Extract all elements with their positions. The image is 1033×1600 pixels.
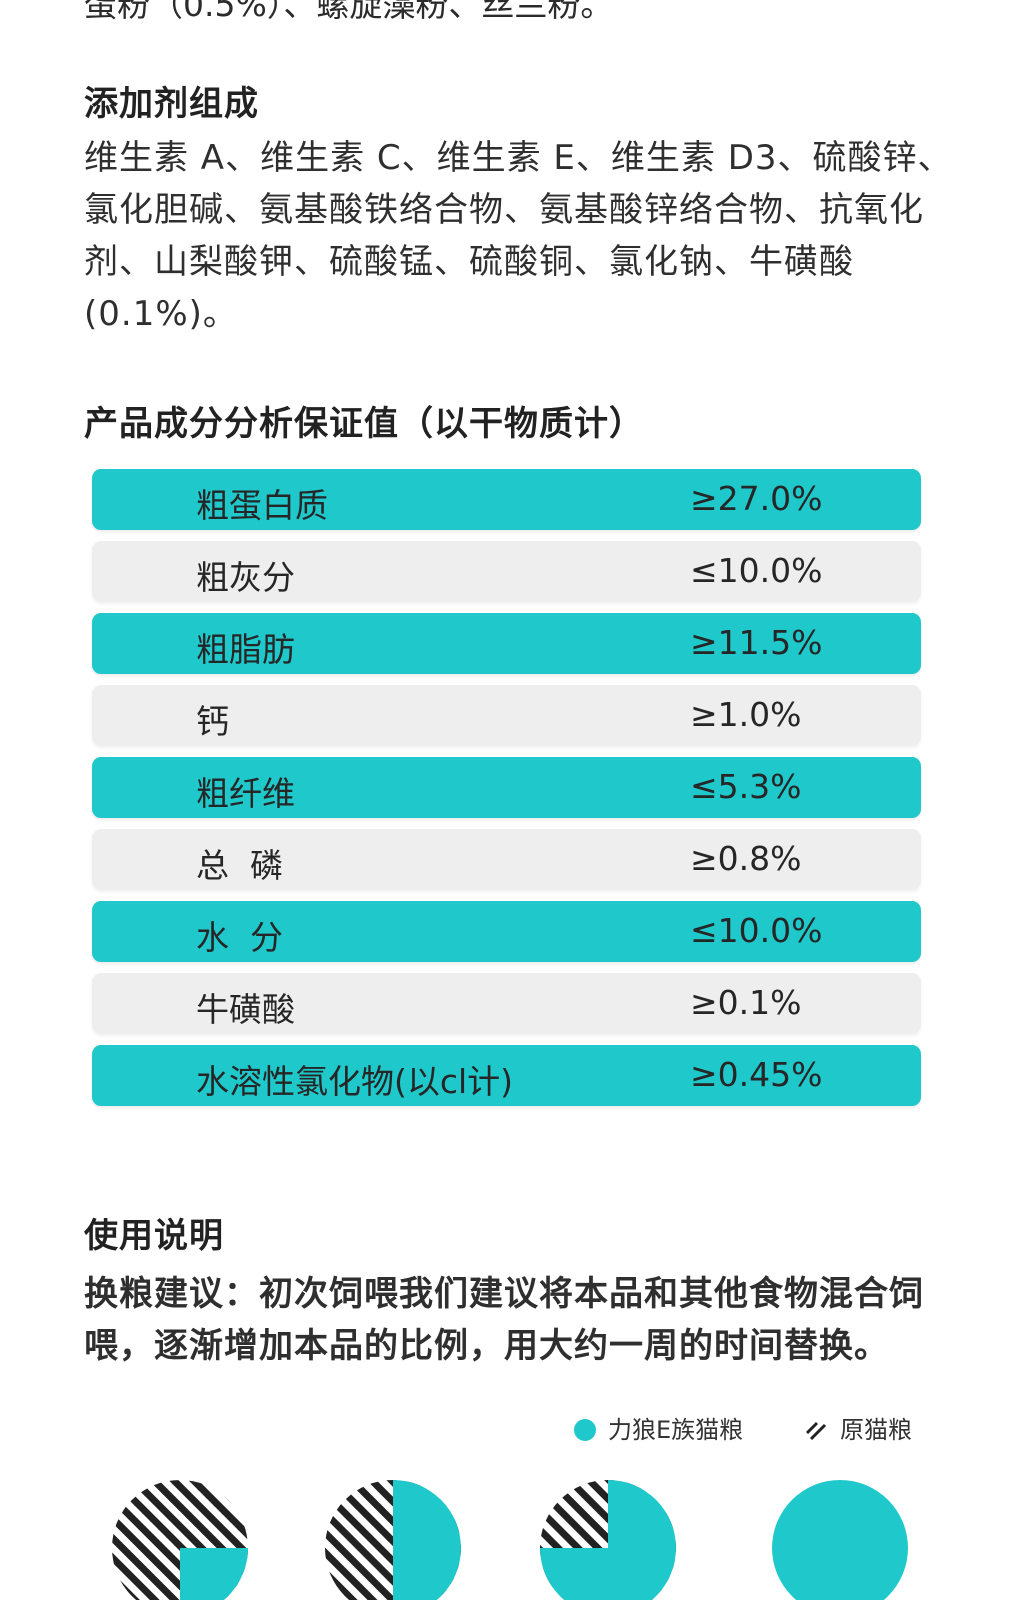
hatch-swatch-icon bbox=[805, 1421, 827, 1441]
pie-new-food-slice bbox=[393, 1480, 461, 1600]
usage-heading: 使用说明 bbox=[84, 1216, 224, 1256]
pie-new-food-slice bbox=[540, 1480, 676, 1600]
teal-dot-icon bbox=[574, 1419, 596, 1441]
nutrient-name: 水溶性氯化物(以cl计) bbox=[196, 1062, 514, 1101]
nutrient-value: ≥11.5% bbox=[690, 623, 823, 662]
legend-old-food-label: 原猫粮 bbox=[840, 1416, 912, 1444]
nutrient-name: 牛磺酸 bbox=[196, 990, 295, 1029]
nutrient-value: ≥0.45% bbox=[690, 1055, 823, 1094]
table-row: 粗蛋白质 ≥27.0% bbox=[92, 469, 921, 530]
nutrient-name: 钙 bbox=[196, 702, 229, 741]
nutrient-value: ≥27.0% bbox=[690, 479, 823, 518]
legend-old-food: 原猫粮 bbox=[804, 1410, 912, 1445]
usage-text: 换粮建议：初次饲喂我们建议将本品和其他食物混合饲喂，逐渐增加本品的比例，用大约一… bbox=[84, 1274, 924, 1366]
nutrient-value: ≥1.0% bbox=[690, 695, 802, 734]
additives-heading: 添加剂组成 bbox=[84, 84, 259, 124]
nutrient-value: ≥0.8% bbox=[690, 839, 802, 878]
table-row: 牛磺酸 ≥0.1% bbox=[92, 973, 921, 1034]
nutrient-value: ≤5.3% bbox=[690, 767, 802, 806]
nutrient-value: ≥0.1% bbox=[690, 983, 802, 1022]
legend-new-food: 力狼E族猫粮 bbox=[574, 1410, 743, 1445]
table-row: 粗脂肪 ≥11.5% bbox=[92, 613, 921, 674]
transition-pies bbox=[112, 1480, 908, 1600]
table-row: 钙 ≥1.0% bbox=[92, 685, 921, 746]
pie-new-food-slice bbox=[180, 1548, 248, 1600]
table-row: 水溶性氯化物(以cl计) ≥0.45% bbox=[92, 1045, 921, 1106]
nutrient-name: 粗脂肪 bbox=[196, 630, 295, 669]
nutrient-name: 总 磷 bbox=[196, 846, 283, 885]
table-row: 粗纤维 ≤5.3% bbox=[92, 757, 921, 818]
nutrient-value: ≤10.0% bbox=[690, 551, 823, 590]
nutrient-name: 粗灰分 bbox=[196, 558, 295, 597]
analysis-heading: 产品成分分析保证值（以干物质计） bbox=[84, 404, 644, 444]
nutrient-name: 水 分 bbox=[196, 918, 283, 957]
table-row: 总 磷 ≥0.8% bbox=[92, 829, 921, 890]
nutrient-name: 粗纤维 bbox=[196, 774, 295, 813]
nutrient-value: ≤10.0% bbox=[690, 911, 823, 950]
nutrient-name: 粗蛋白质 bbox=[196, 486, 328, 525]
additives-text: 维生素 A、维生素 C、维生素 E、维生素 D3、硫酸锌、氯化胆碱、氨基酸铁络合… bbox=[84, 138, 953, 334]
table-row: 粗灰分 ≤10.0% bbox=[92, 541, 921, 602]
truncated-ingredient-line: 蛋粉（0.5%）、螺旋藻粉、丝兰粉。 bbox=[84, 0, 614, 24]
pie-new-food-full bbox=[772, 1480, 908, 1600]
table-row: 水 分 ≤10.0% bbox=[92, 901, 921, 962]
analysis-table: 粗蛋白质 ≥27.0% 粗灰分 ≤10.0% 粗脂肪 ≥11.5% 钙 ≥1.0… bbox=[92, 469, 921, 1117]
legend-new-food-label: 力狼E族猫粮 bbox=[608, 1416, 744, 1444]
